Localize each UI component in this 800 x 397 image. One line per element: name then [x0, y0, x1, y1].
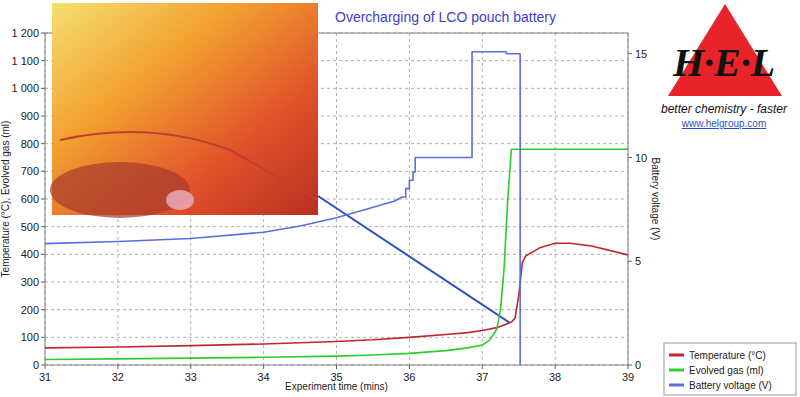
y-tick-label: 1 200	[11, 27, 39, 39]
x-tick	[190, 365, 191, 369]
series-line	[45, 243, 628, 348]
y-tick	[41, 88, 45, 89]
chart-title: Overcharging of LCO pouch battery	[335, 9, 556, 25]
y-tick	[41, 226, 45, 227]
x-grid-line	[555, 33, 556, 365]
y-tick-label: 0	[33, 359, 39, 371]
x-tick	[336, 365, 337, 369]
x-tick	[555, 365, 556, 369]
y-tick	[41, 365, 45, 366]
photo-detail	[50, 162, 190, 218]
y-tick	[41, 337, 45, 338]
legend-box	[664, 343, 796, 395]
y-tick	[41, 60, 45, 61]
y-axis-label: Temperature (°C), Evolved gas (ml)	[0, 121, 11, 278]
legend-swatch	[669, 369, 684, 372]
x-tick-label: 36	[403, 371, 415, 383]
series-group	[45, 52, 628, 365]
y-tick	[41, 116, 45, 117]
y-tick	[41, 199, 45, 200]
x-grid-line	[336, 33, 337, 365]
y-tick	[41, 309, 45, 310]
x-grid-line	[409, 33, 410, 365]
x-tick	[117, 365, 118, 369]
y-grid-line	[45, 337, 628, 338]
y-tick-label: 400	[21, 248, 39, 260]
x-tick	[263, 365, 264, 369]
chart: 01002003004005006007008009001 0001 1001 …	[0, 0, 800, 397]
y-tick-label: 1 100	[11, 55, 39, 67]
logo-tagline: better chemistry - faster	[661, 102, 788, 116]
y-tick-label: 100	[21, 331, 39, 343]
y2-tick	[628, 365, 632, 366]
y-tick-label: 900	[21, 110, 39, 122]
x-tick-label: 34	[258, 371, 270, 383]
series-line	[45, 149, 628, 359]
y2-tick	[628, 53, 632, 54]
y-tick-label: 1 000	[11, 82, 39, 94]
y-tick-label: 200	[21, 304, 39, 316]
y-tick-label: 700	[21, 165, 39, 177]
y-tick-label: 800	[21, 138, 39, 150]
y-tick-label: 500	[21, 221, 39, 233]
y2-axis-label: Battery voltage (V)	[650, 158, 661, 241]
y-tick	[41, 143, 45, 144]
x-tick-label: 31	[39, 371, 51, 383]
x-tick-label: 32	[112, 371, 124, 383]
x-tick	[628, 365, 629, 369]
y2-tick-label: 0	[635, 359, 641, 371]
y-tick	[41, 171, 45, 172]
legend-label: Battery voltage (V)	[689, 380, 772, 391]
y2-tick-label: 15	[635, 48, 647, 60]
legend-label: Evolved gas (ml)	[689, 365, 763, 376]
logo-triangle	[668, 4, 782, 96]
x-tick-label: 33	[185, 371, 197, 383]
x-tick-label: 38	[549, 371, 561, 383]
y2-tick-label: 10	[635, 152, 647, 164]
y-grid-line	[45, 254, 628, 255]
photo-detail	[60, 132, 318, 200]
x-grid-line	[482, 33, 483, 365]
x-tick	[409, 365, 410, 369]
y-tick-label: 600	[21, 193, 39, 205]
x-tick-label: 39	[622, 371, 634, 383]
y2-tick	[628, 157, 632, 158]
x-tick	[482, 365, 483, 369]
x-tick	[45, 365, 46, 369]
y2-tick	[628, 261, 632, 262]
y2-tick-label: 5	[635, 255, 641, 267]
series-line	[45, 52, 520, 365]
legend-label: Temperature (°C)	[689, 350, 766, 361]
y-tick-label: 300	[21, 276, 39, 288]
logo-text: H·E·L	[672, 40, 775, 85]
y-tick	[41, 282, 45, 283]
x-tick-label: 37	[476, 371, 488, 383]
y-tick	[41, 254, 45, 255]
y-tick	[41, 33, 45, 34]
logo-url: www.helgroup.com	[681, 118, 766, 129]
x-axis-label: Experiment time (mins)	[285, 381, 388, 392]
photo-detail	[166, 190, 194, 210]
legend-swatch	[669, 384, 684, 387]
legend-swatch	[669, 354, 684, 357]
